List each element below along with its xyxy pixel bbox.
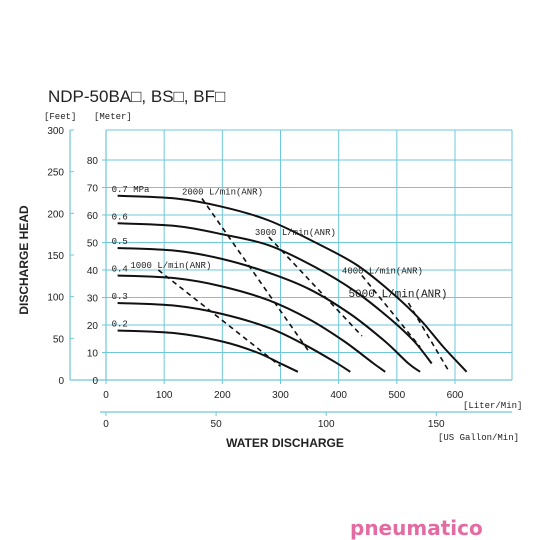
pressure-curve [117,194,468,373]
y-tick-feet-label: 50 [53,334,65,345]
y-unit-feet: [Feet] [44,112,76,122]
pressure-label: 0.5 [112,237,128,247]
x-unit-liter: [Liter/Min] [463,401,522,411]
x-ticks-liter: 0 100 200 300 400 500 600 [103,380,464,401]
x-tick-gallon-label: 0 [103,419,109,430]
x-tick-gallon-label: 100 [318,419,335,430]
x-tick-liter-label: 500 [388,390,405,401]
pressure-curve [117,274,386,373]
air-consumption-line [361,274,421,348]
pressure-curve [117,247,421,373]
air-consumption-line [268,236,363,337]
y-tick-meter-label: 30 [87,294,99,305]
air-consumption-label: 1000 L/min(ANR) [130,261,211,271]
pressure-label: 0.6 [112,212,128,222]
y-axis-title: DISCHARGE HEAD [17,205,31,315]
chart-title: NDP-50BA□, BS□, BF□ [48,87,225,106]
pressure-curves [117,194,468,373]
air-consumption-line [201,198,311,353]
y-tick-feet-label: 100 [47,293,64,304]
watermark-logo: pneumatico [350,516,483,540]
x-tick-liter-label: 300 [272,390,289,401]
pressure-label: 0.7 MPa [112,185,150,195]
axes-frame [69,129,513,413]
y-tick-feet-label: 200 [47,209,64,220]
x-tick-liter-label: 200 [214,390,231,401]
y-tick-meter-label: 70 [87,184,99,195]
air-consumption-line [157,269,281,367]
y-tick-meter-label: 0 [92,376,98,387]
y-tick-feet-label: 150 [47,251,64,262]
curve-labels: 0.7 MPa 0.6 0.5 0.4 0.3 0.2 1000 L/min(ANR) 200… [112,185,448,330]
x-tick-gallon-label: 50 [211,419,223,430]
y-tick-meter-label: 80 [87,156,99,167]
x-tick-gallon-label: 150 [428,419,445,430]
y-unit-meter: [Meter] [94,112,132,122]
pressure-label: 0.3 [112,292,128,302]
y-tick-feet-label: 0 [58,376,64,387]
y-tick-meter-label: 10 [87,349,99,360]
x-tick-liter-label: 400 [330,390,347,401]
x-tick-liter-label: 100 [156,390,173,401]
air-consumption-label: 5000 L/min(ANR) [348,289,447,301]
y-tick-meter-label: 50 [87,239,99,250]
x-tick-liter-label: 600 [447,390,464,401]
y-tick-meter-label: 60 [87,211,99,222]
x-axis-title: WATER DISCHARGE [226,436,344,450]
pressure-curve [117,302,351,373]
pressure-label: 0.2 [112,320,128,330]
x-unit-gallon: [US Gallon/Min] [438,433,519,443]
pressure-curve [117,222,433,365]
air-consumption-label: 3000 L/min(ANR) [255,228,336,238]
x-tick-liter-label: 0 [103,390,109,401]
y-tick-feet-label: 250 [47,168,64,179]
y-tick-meter-label: 40 [87,266,99,277]
pressure-curve [117,329,299,373]
air-consumption-label: 2000 L/min(ANR) [182,188,263,198]
grid-lines [106,130,512,380]
y-ticks-meter: 0 10 20 30 40 50 60 70 80 [87,156,106,387]
y-ticks-feet: 0 50 100 150 200 250 300 [47,126,74,387]
y-tick-feet-label: 300 [47,126,64,137]
air-consumption-lines [157,198,450,373]
x-ticks-gallon: 0 50 100 150 [103,412,445,430]
air-consumption-label: 4000 L/min(ANR) [342,267,423,277]
y-tick-meter-label: 20 [87,321,99,332]
pressure-label: 0.4 [112,265,128,275]
